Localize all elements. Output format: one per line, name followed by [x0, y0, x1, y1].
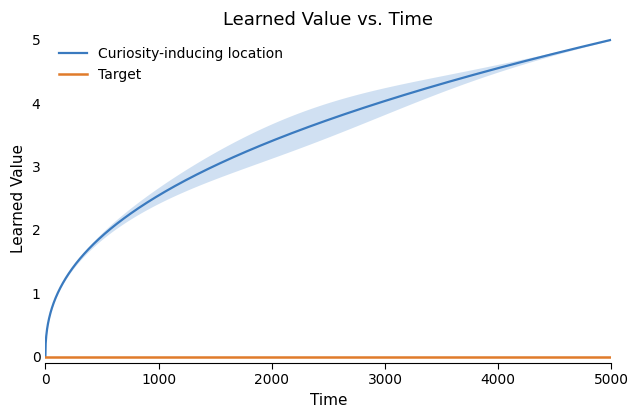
Title: Learned Value vs. Time: Learned Value vs. Time — [223, 11, 433, 29]
Curiosity-inducing location — [42, 354, 49, 359]
Y-axis label: Learned Value: Learned Value — [11, 144, 26, 253]
Target — [42, 354, 49, 359]
Line: Curiosity-inducing location: Curiosity-inducing location — [45, 40, 611, 357]
Legend: Curiosity-inducing location, Target: Curiosity-inducing location, Target — [52, 40, 290, 89]
Curiosity-inducing location — [302, 125, 310, 130]
Curiosity-inducing location — [591, 41, 598, 46]
Curiosity-inducing location — [70, 263, 78, 268]
Curiosity-inducing location — [487, 67, 495, 72]
Target — [42, 354, 49, 359]
Curiosity-inducing location — [607, 37, 615, 42]
X-axis label: Time: Time — [310, 393, 347, 408]
Curiosity-inducing location — [591, 41, 599, 46]
Curiosity-inducing location — [317, 120, 324, 125]
